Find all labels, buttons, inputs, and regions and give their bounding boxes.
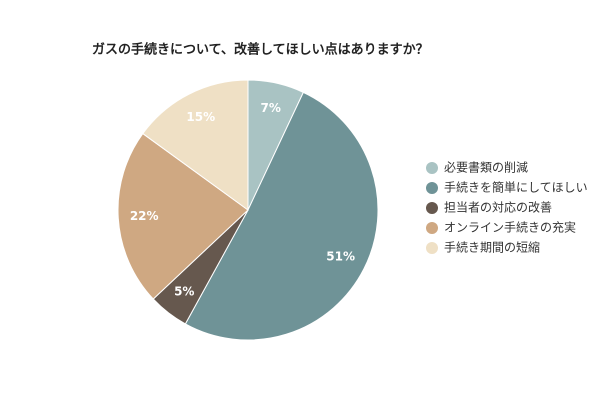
pie-slice	[117, 132, 249, 300]
legend-marker	[426, 182, 438, 194]
legend-label: 必要書類の削減	[444, 160, 528, 175]
legend-marker	[426, 222, 438, 234]
slice-label: 15%	[186, 110, 215, 124]
slice-label: 51%	[326, 250, 355, 264]
pie-slice	[184, 91, 379, 341]
legend-marker	[426, 202, 438, 214]
legend-label: 担当者の対応の改善	[444, 200, 552, 215]
pie-slice	[142, 79, 249, 211]
legend-label: オンライン手続きの充実	[444, 220, 576, 235]
legend-marker	[426, 162, 438, 174]
slice-label: 22%	[130, 209, 159, 223]
legend-label: 手続き期間の短縮	[444, 240, 540, 255]
legend-marker	[426, 242, 438, 254]
chart-title: ガスの手続きについて、改善してほしい点はありますか？	[92, 42, 429, 58]
slice-label: 5%	[174, 285, 194, 299]
legend-label: 手続きを簡単にしてほしい	[444, 180, 588, 195]
slice-label: 7%	[260, 101, 280, 115]
